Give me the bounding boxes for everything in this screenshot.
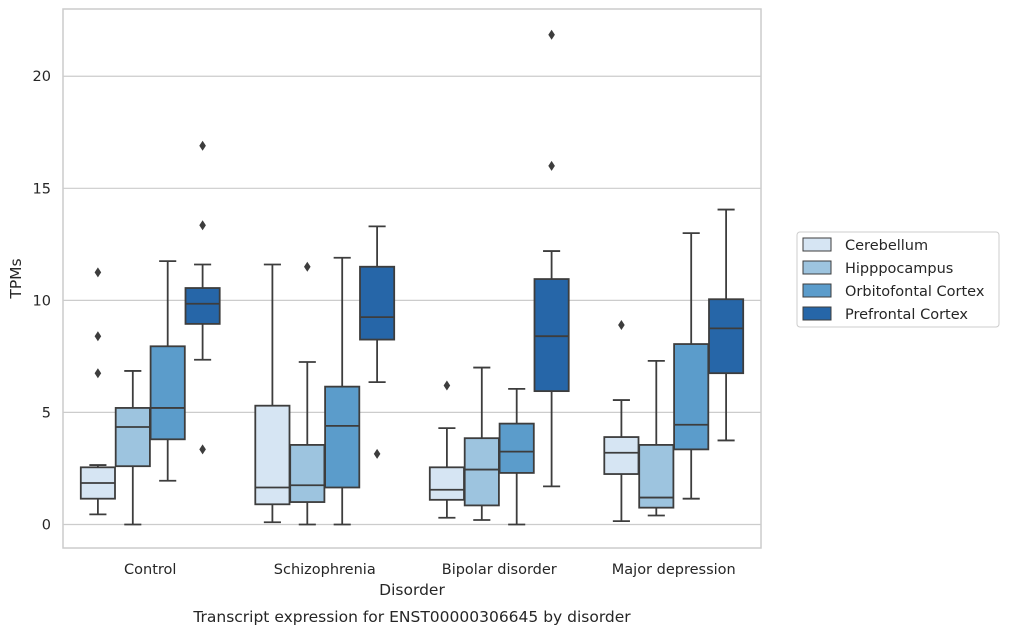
y-tick-label: 20 <box>33 69 51 85</box>
outlier-point <box>548 160 555 171</box>
y-tick-labels: 0 5 10 15 20 <box>33 69 51 533</box>
legend-label: Hipppocampus <box>845 261 953 277</box>
box-body <box>533 278 570 393</box>
box <box>463 366 500 521</box>
legend-swatch <box>802 237 832 252</box>
outlier-point <box>199 444 206 455</box>
box <box>638 359 675 517</box>
box <box>184 140 221 455</box>
legend-item: Hipppocampus <box>802 260 953 277</box>
series-prefrontal-cortex <box>184 29 745 488</box>
box <box>673 232 710 500</box>
box <box>114 370 151 526</box>
legend-item: Orbitofontal Cortex <box>802 283 985 300</box>
box-body <box>708 298 745 375</box>
box-body <box>498 422 535 474</box>
outlier-point <box>443 380 451 391</box>
outlier-point <box>199 140 206 151</box>
box-body <box>603 436 640 475</box>
legend-label: Orbitofontal Cortex <box>845 284 985 300</box>
outlier-point <box>94 331 102 342</box>
box-body <box>114 407 151 468</box>
box <box>289 261 326 526</box>
box-body <box>184 287 221 325</box>
legend-label: Cerebellum <box>845 238 928 254</box>
box-body <box>254 404 291 506</box>
box <box>79 267 116 516</box>
x-tick-labels: Control Schizophrenia Bipolar disorder Majo… <box>124 562 736 578</box>
box <box>498 387 535 526</box>
legend: Cerebellum Hipppocampus Orbitofontal Corte… <box>796 231 1000 328</box>
box-body <box>149 345 186 441</box>
box-body <box>289 444 326 503</box>
box <box>149 260 186 482</box>
box-body <box>673 343 710 451</box>
outlier-point <box>373 448 381 459</box>
y-axis-label: TPMs <box>7 258 25 299</box>
outlier-point <box>94 267 102 278</box>
legend-item: Cerebellum <box>802 237 928 254</box>
box-body <box>324 385 361 489</box>
outlier-point <box>548 29 555 40</box>
legend-item: Prefrontal Cortex <box>802 306 968 323</box>
x-axis-label: Disorder <box>379 581 445 599</box>
box <box>428 380 465 519</box>
y-tick-label: 15 <box>33 181 51 197</box>
box <box>324 256 361 526</box>
outlier-point <box>304 261 311 272</box>
box-body <box>428 466 465 501</box>
y-tick-label: 0 <box>42 517 51 533</box>
chart-caption: Transcript expression for ENST0000030664… <box>192 608 631 626</box>
x-tick-label: Major depression <box>612 562 736 578</box>
legend-swatch <box>802 306 832 321</box>
box <box>708 208 745 442</box>
series-cerebellum <box>79 263 640 524</box>
legend-swatch <box>802 260 832 275</box>
box-body <box>463 437 500 507</box>
y-tick-label: 5 <box>42 405 51 421</box>
box <box>254 263 291 524</box>
box-body <box>359 265 396 341</box>
legend-swatch <box>802 283 832 298</box>
outlier-point <box>199 220 206 231</box>
x-tick-label: Bipolar disorder <box>442 562 557 578</box>
plot-frame <box>62 8 762 549</box>
x-tick-label: Control <box>124 562 176 578</box>
box <box>359 225 396 459</box>
outlier-point <box>618 320 625 331</box>
outlier-point <box>94 368 102 379</box>
y-tick-label: 10 <box>33 293 51 309</box>
series-orbitofontal-cortex <box>149 232 710 526</box>
legend-frame <box>796 231 1000 328</box>
x-tick-label: Schizophrenia <box>274 562 376 578</box>
series-hipppocampus <box>114 261 675 526</box>
box <box>533 29 570 488</box>
box <box>603 320 640 523</box>
box-series <box>79 29 745 526</box>
legend-label: Prefrontal Cortex <box>845 307 968 323</box>
